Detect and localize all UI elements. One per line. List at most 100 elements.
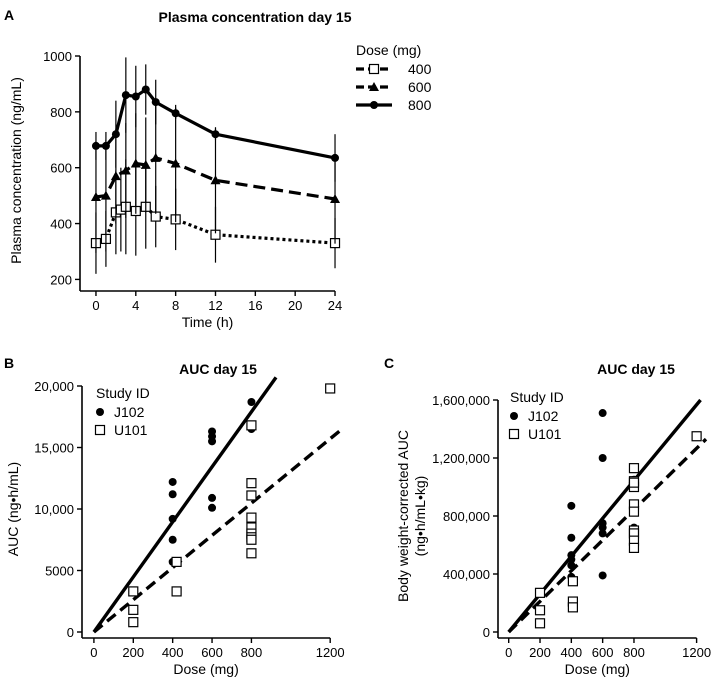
legend-label: U101 <box>528 426 562 442</box>
data-point <box>170 158 181 168</box>
data-point <box>628 542 640 554</box>
legend-label: J102 <box>528 408 559 424</box>
data-point <box>141 85 150 94</box>
data-point <box>691 431 702 442</box>
data-point <box>534 618 546 629</box>
data-point <box>150 152 161 162</box>
x-tick-label: 400 <box>560 645 582 660</box>
data-point <box>171 586 182 597</box>
data-point <box>151 98 160 107</box>
y-tick-label: 1000 <box>43 49 72 64</box>
x-axis-label: Dose (mg) <box>565 661 630 677</box>
y-tick-label: 200 <box>50 272 72 287</box>
series-600 <box>90 102 341 253</box>
legend-title: Study ID <box>96 385 150 401</box>
data-point <box>208 503 217 512</box>
data-point <box>598 454 607 462</box>
series-U101 <box>534 431 702 629</box>
x-tick-label: 800 <box>241 645 263 660</box>
series-line <box>96 87 336 160</box>
data-point <box>598 529 607 538</box>
legend: Study ID J102 U101 <box>508 389 564 442</box>
data-point <box>246 534 257 545</box>
data-point <box>628 506 640 517</box>
legend-label: J102 <box>114 404 145 420</box>
x-tick-label: 200 <box>529 645 551 660</box>
x-tick-label: 12 <box>208 298 222 313</box>
y-tick-label: 0 <box>483 625 490 640</box>
legend-marker <box>368 63 380 75</box>
data-point <box>598 409 607 418</box>
x-axis-label: Time (h) <box>182 314 234 330</box>
data-point <box>534 587 546 598</box>
chart-title: AUC day 15 <box>597 361 675 377</box>
legend: Study ID J102 U101 <box>94 385 150 438</box>
data-point <box>168 535 177 544</box>
y-tick-label: 400,000 <box>443 567 490 582</box>
data-point <box>330 193 341 203</box>
data-point <box>331 153 340 162</box>
data-point <box>168 490 177 499</box>
data-point <box>208 493 217 502</box>
x-tick-label: 600 <box>201 645 223 660</box>
data-point <box>140 159 151 169</box>
data-point <box>101 141 110 150</box>
chart-title: AUC day 15 <box>179 361 257 377</box>
data-point <box>598 523 607 532</box>
legend-marker <box>369 82 379 91</box>
chart-panel-a: A Plasma concentration day 15 0 4 8 12 16 20 24 2… <box>4 7 432 330</box>
y-axis-label-units: (ng•h/mL•kg) <box>412 476 428 557</box>
data-point <box>91 141 100 150</box>
data-point <box>246 548 257 559</box>
x-tick-label: 1200 <box>316 645 345 660</box>
data-point <box>168 514 177 523</box>
y-tick-label: 800,000 <box>443 509 490 524</box>
y-tick-label: 0 <box>67 625 74 640</box>
x-tick-label: 8 <box>172 298 179 313</box>
y-tick-label: 400 <box>50 217 72 232</box>
panel-letter: C <box>384 355 394 371</box>
x-tick-label: 0 <box>92 298 99 313</box>
data-point <box>121 91 130 100</box>
data-point <box>325 383 336 394</box>
data-point <box>534 605 546 616</box>
data-point <box>110 171 121 181</box>
data-point <box>246 512 257 523</box>
data-point <box>628 463 640 474</box>
x-axis-label: Dose (mg) <box>173 661 238 677</box>
chart-panel-b: B AUC day 15 0 200 400 600 800 1200 0 5000 10,000 1… <box>4 355 345 677</box>
data-point <box>111 130 120 139</box>
data-point <box>171 556 182 567</box>
y-tick-label: 1,600,000 <box>432 393 490 408</box>
chart-panel-c: C AUC day 15 0 200 400 600 800 1200 0 400,000 800,… <box>384 355 711 677</box>
x-tick-label: 1200 <box>682 645 711 660</box>
data-point <box>246 420 257 431</box>
y-tick-label: 600 <box>50 161 72 176</box>
x-tick-label: 16 <box>248 298 262 313</box>
data-point <box>128 617 139 628</box>
data-point <box>628 477 640 488</box>
data-point <box>567 576 578 587</box>
data-point <box>211 130 220 139</box>
fit-line-U101 <box>92 427 344 634</box>
x-tick-label: 0 <box>90 645 97 660</box>
y-tick-label: 800 <box>50 105 72 120</box>
legend-title: Dose (mg) <box>356 42 421 58</box>
data-point <box>168 477 177 486</box>
y-axis-label: Plasma concentration (ng/mL) <box>8 77 24 264</box>
legend-marker <box>510 412 518 420</box>
data-point <box>130 158 141 168</box>
panel-letter: A <box>4 7 14 23</box>
y-tick-label: 1,200,000 <box>432 451 490 466</box>
y-tick-label: 10,000 <box>34 502 74 517</box>
x-tick-label: 0 <box>505 645 512 660</box>
data-point <box>246 478 257 489</box>
data-point <box>171 109 180 118</box>
data-point <box>120 165 131 175</box>
data-point <box>90 192 101 202</box>
y-tick-label: 5000 <box>45 564 74 579</box>
panel-letter: B <box>4 355 14 371</box>
series-J102 <box>567 409 638 581</box>
y-tick-label: 15,000 <box>34 441 74 456</box>
